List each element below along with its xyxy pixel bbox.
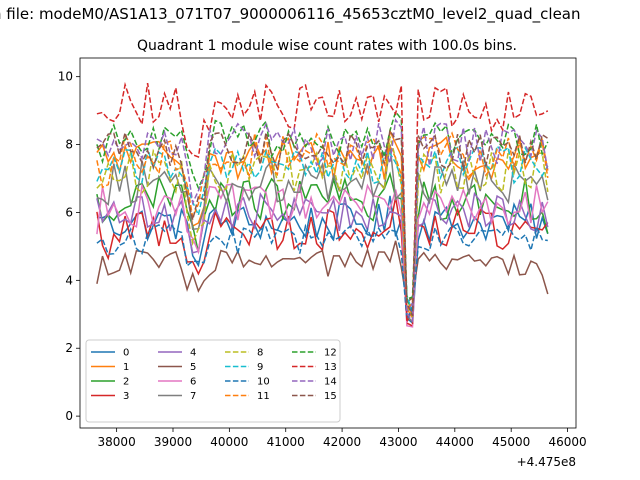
legend-label-4: 4 [190, 348, 196, 359]
y-tick-label: 6 [65, 205, 73, 219]
legend-label-12: 12 [324, 348, 337, 359]
series-line-8 [96, 136, 549, 318]
series-line-14 [96, 118, 549, 324]
series-line-13 [96, 81, 549, 328]
legend-label-1: 1 [123, 362, 129, 373]
chart-title: Quadrant 1 module wise count rates with … [137, 38, 517, 54]
legend-label-13: 13 [324, 362, 337, 373]
legend-label-7: 7 [190, 391, 196, 402]
legend-label-0: 0 [123, 348, 129, 359]
y-tick-label: 10 [58, 70, 73, 84]
series-line-5 [96, 240, 549, 304]
legend-label-6: 6 [190, 377, 196, 388]
x-tick-label: 41000 [267, 435, 305, 449]
plot-frame [79, 57, 577, 429]
series-line-15 [96, 128, 549, 317]
legend-label-8: 8 [257, 348, 263, 359]
x-tick-label: 39000 [154, 435, 192, 449]
series-line-7 [96, 144, 549, 324]
legend-label-2: 2 [123, 377, 129, 388]
series-line-6 [96, 182, 549, 328]
legend-label-9: 9 [257, 362, 263, 373]
y-axis: 0 2 4 6 8 10 [58, 70, 80, 423]
x-tick-label: 42000 [323, 435, 361, 449]
series-layer [96, 81, 549, 328]
series-line-9 [96, 144, 549, 313]
series-line-2 [96, 171, 549, 314]
x-axis: 38000 39000 40000 41000 42000 43000 44000 45000… [98, 428, 587, 449]
x-tick-label: 44000 [436, 435, 474, 449]
legend-label-10: 10 [257, 377, 270, 388]
y-tick-label: 8 [65, 138, 73, 152]
series-line-4 [96, 191, 549, 315]
x-tick-label: 40000 [210, 435, 248, 449]
y-tick-label: 4 [65, 273, 73, 287]
legend-label-11: 11 [257, 391, 270, 402]
x-offset-label: +4.475e8 [517, 455, 576, 469]
legend-label-14: 14 [324, 377, 337, 388]
legend-box [85, 339, 341, 423]
series-line-10 [96, 222, 548, 320]
x-tick-label: 43000 [379, 435, 417, 449]
y-tick-label: 2 [65, 341, 73, 355]
x-tick-label: 46000 [548, 435, 586, 449]
y-tick-label: 0 [65, 409, 73, 423]
legend-label-15: 15 [324, 391, 337, 402]
x-tick-label: 38000 [98, 435, 136, 449]
legend-label-5: 5 [190, 362, 196, 373]
series-line-12 [96, 110, 549, 301]
legend-label-3: 3 [123, 391, 129, 402]
figure-suptitle: n file: modeM0/AS1A13_071T07_9000006116_… [0, 5, 581, 24]
series-line-11 [96, 131, 549, 312]
x-tick-label: 45000 [492, 435, 530, 449]
